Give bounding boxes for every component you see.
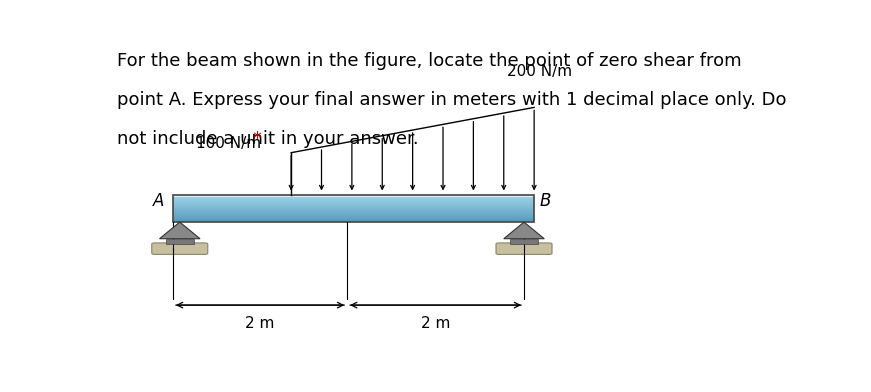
Text: A: A <box>152 192 165 210</box>
Bar <box>510 239 538 244</box>
Text: not include a unit in your answer.: not include a unit in your answer. <box>117 130 424 148</box>
Polygon shape <box>503 222 544 239</box>
Bar <box>173 216 534 217</box>
Bar <box>173 214 534 215</box>
Bar <box>173 212 534 213</box>
Bar <box>173 213 534 214</box>
Text: 2 m: 2 m <box>421 316 450 331</box>
Bar <box>173 205 534 206</box>
Bar <box>173 217 534 218</box>
Bar <box>173 201 534 202</box>
Text: point A. Express your final answer in meters with 1 decimal place only. Do: point A. Express your final answer in me… <box>117 91 787 109</box>
Text: 100 N/m: 100 N/m <box>196 136 260 151</box>
Text: *: * <box>253 130 262 148</box>
FancyBboxPatch shape <box>152 243 208 254</box>
Bar <box>173 221 534 222</box>
Bar <box>173 198 534 199</box>
Bar <box>173 215 534 216</box>
Bar <box>173 195 534 197</box>
Bar <box>173 209 534 211</box>
Text: 200 N/m: 200 N/m <box>507 64 572 79</box>
Bar <box>173 195 534 196</box>
Polygon shape <box>159 222 200 239</box>
Text: B: B <box>539 192 551 210</box>
Bar <box>173 208 534 209</box>
FancyBboxPatch shape <box>496 243 552 254</box>
Bar <box>173 206 534 207</box>
Bar <box>173 202 534 203</box>
Bar <box>173 200 534 201</box>
Bar <box>173 207 534 208</box>
Bar <box>173 196 534 197</box>
Bar <box>173 204 534 205</box>
Bar <box>173 218 534 220</box>
Bar <box>165 239 194 244</box>
Bar <box>173 199 534 200</box>
Bar <box>173 211 534 212</box>
Text: For the beam shown in the figure, locate the point of zero shear from: For the beam shown in the figure, locate… <box>117 52 741 69</box>
Bar <box>173 203 534 204</box>
Bar <box>173 195 534 222</box>
Text: 2 m: 2 m <box>246 316 274 331</box>
Bar <box>173 220 534 221</box>
Bar <box>173 197 534 198</box>
